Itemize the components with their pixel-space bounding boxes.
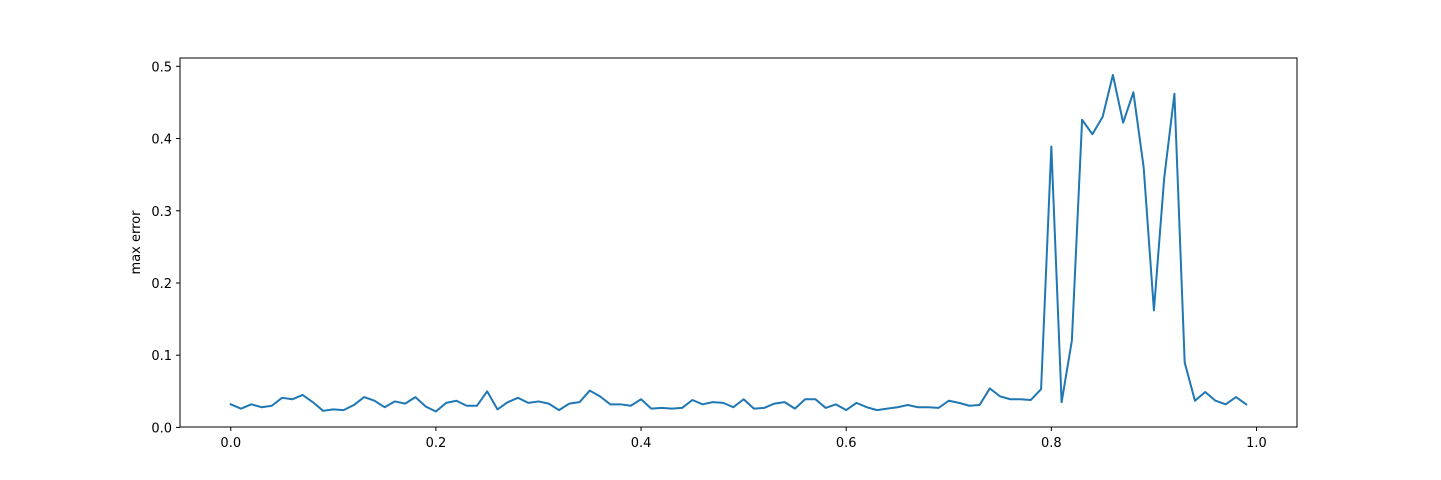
x-tick-label: 1.0 bbox=[1246, 436, 1267, 451]
x-axis-ticks: 0.0 0.2 0.4 0.6 0.8 1.0 bbox=[220, 427, 1267, 451]
axes-frame bbox=[179, 57, 1298, 428]
x-tick-label: 0.2 bbox=[426, 436, 447, 451]
y-tick-label: 0.3 bbox=[151, 205, 172, 220]
y-tick-label: 0.1 bbox=[151, 349, 172, 364]
y-tick-label: 0.4 bbox=[151, 133, 172, 148]
x-tick-label: 0.4 bbox=[631, 436, 652, 451]
x-tick-label: 0.8 bbox=[1041, 436, 1062, 451]
series-line-0 bbox=[229, 73, 1248, 413]
plot-area bbox=[229, 73, 1248, 413]
y-axis-ticks: 0.0 0.1 0.2 0.3 0.4 0.5 bbox=[151, 60, 180, 436]
y-tick-label: 0.5 bbox=[151, 60, 172, 75]
y-tick-label: 0.2 bbox=[151, 277, 172, 292]
x-tick-label: 0.6 bbox=[836, 436, 857, 451]
x-tick-label: 0.0 bbox=[220, 436, 241, 451]
y-tick-label: 0.0 bbox=[151, 421, 172, 436]
y-axis-label: max error bbox=[129, 210, 144, 275]
